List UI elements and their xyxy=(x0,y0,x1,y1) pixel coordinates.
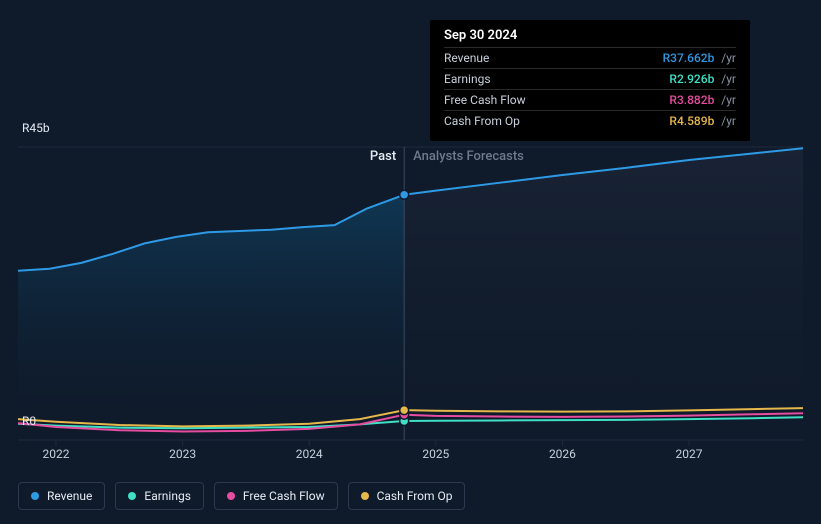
y-axis-label: R0 xyxy=(22,414,36,428)
tooltip-row-value: R37.662b xyxy=(663,51,715,65)
tooltip-row-value: R4.589b xyxy=(669,114,714,128)
section-label-past: Past xyxy=(370,149,396,164)
marker-revenue xyxy=(400,190,409,199)
x-axis-label: 2022 xyxy=(42,447,69,461)
forecast-area xyxy=(404,148,803,440)
tooltip-row: Free Cash Flow R3.882b /yr xyxy=(444,89,736,110)
tooltip-row-label: Cash From Op xyxy=(444,114,520,128)
legend-dot-icon xyxy=(361,492,369,500)
legend-item[interactable]: Free Cash Flow xyxy=(214,482,338,510)
tooltip-row-unit: /yr xyxy=(718,114,736,128)
tooltip-row: Cash From Op R4.589b /yr xyxy=(444,110,736,131)
x-axis-label: 2023 xyxy=(169,447,196,461)
tooltip-row-label: Revenue xyxy=(444,51,489,65)
tooltip-row-label: Earnings xyxy=(444,72,491,86)
legend-item[interactable]: Revenue xyxy=(18,482,105,510)
legend-dot-icon xyxy=(227,492,235,500)
y-axis-label: R45b xyxy=(22,121,50,135)
legend-dot-icon xyxy=(31,492,39,500)
legend-dot-icon xyxy=(128,492,136,500)
section-label-forecast: Analysts Forecasts xyxy=(413,149,524,164)
x-axis-label: 2027 xyxy=(676,447,703,461)
chart-legend: Revenue Earnings Free Cash Flow Cash From O… xyxy=(18,482,465,510)
tooltip-title: Sep 30 2024 xyxy=(444,28,736,43)
tooltip-row-value: R3.882b xyxy=(669,93,714,107)
tooltip-row-unit: /yr xyxy=(718,93,736,107)
legend-label: Cash From Op xyxy=(377,489,453,503)
tooltip-row-label: Free Cash Flow xyxy=(444,93,526,107)
marker-cfo xyxy=(400,406,409,415)
legend-item[interactable]: Cash From Op xyxy=(348,482,466,510)
chart-container: R0 R45b 2022 2023 2024 2025 2026 2027 Past Analys… xyxy=(0,0,821,524)
tooltip-row-value: R2.926b xyxy=(669,72,714,86)
tooltip-row-unit: /yr xyxy=(718,72,736,86)
legend-label: Free Cash Flow xyxy=(243,489,325,503)
tooltip-row-unit: /yr xyxy=(718,51,736,65)
x-axis-label: 2026 xyxy=(549,447,576,461)
legend-item[interactable]: Earnings xyxy=(115,482,204,510)
x-axis-label: 2025 xyxy=(422,447,449,461)
chart-tooltip: Sep 30 2024 Revenue R37.662b /yr Earnings R… xyxy=(430,20,750,141)
legend-label: Earnings xyxy=(144,489,191,503)
tooltip-row: Revenue R37.662b /yr xyxy=(444,47,736,68)
legend-label: Revenue xyxy=(47,489,92,503)
tooltip-row: Earnings R2.926b /yr xyxy=(444,68,736,89)
x-axis-label: 2024 xyxy=(296,447,323,461)
